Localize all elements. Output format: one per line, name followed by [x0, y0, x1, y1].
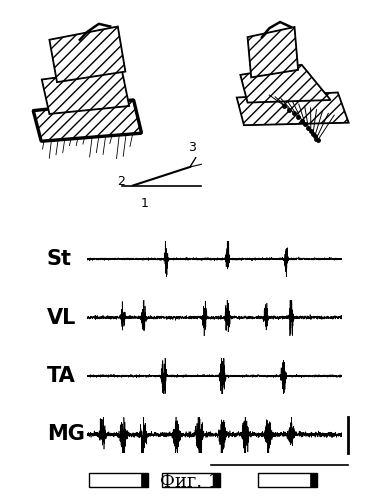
- Text: 3: 3: [188, 140, 196, 153]
- Text: Фиг. 1: Фиг. 1: [160, 473, 220, 491]
- Text: VL: VL: [47, 308, 76, 328]
- Polygon shape: [34, 100, 141, 140]
- Text: 2: 2: [117, 175, 125, 188]
- Polygon shape: [240, 65, 331, 102]
- Polygon shape: [42, 69, 129, 114]
- Text: MG: MG: [47, 424, 84, 444]
- Polygon shape: [248, 27, 298, 78]
- Polygon shape: [49, 26, 125, 82]
- Text: TA: TA: [47, 366, 75, 386]
- Polygon shape: [237, 92, 349, 125]
- Text: St: St: [47, 249, 72, 269]
- Text: 1: 1: [141, 198, 148, 210]
